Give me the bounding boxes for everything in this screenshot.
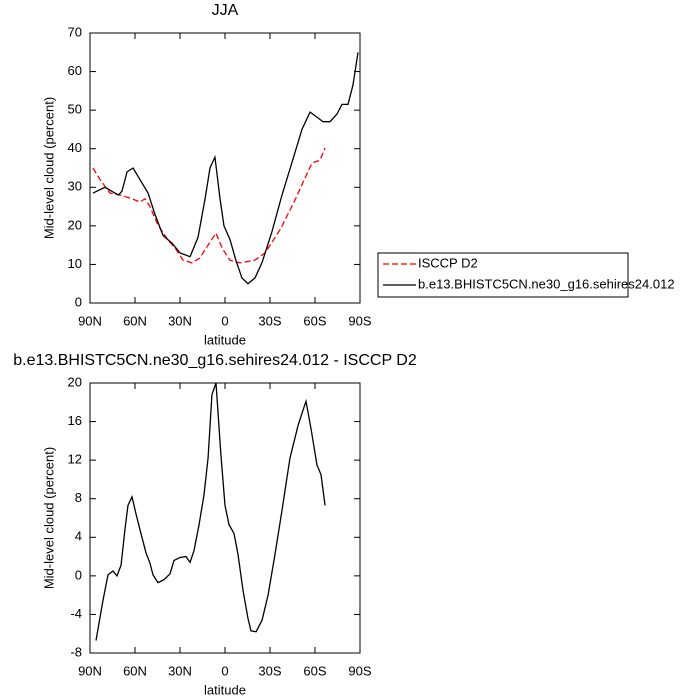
y-tick-label: 40 bbox=[68, 140, 82, 155]
y-tick-label: 20 bbox=[68, 374, 82, 389]
x-tick-label: 90S bbox=[348, 313, 371, 328]
x-tick-label: 90N bbox=[78, 313, 102, 328]
x-axis-label: latitude bbox=[204, 682, 246, 697]
x-tick-label: 60N bbox=[123, 313, 147, 328]
legend-label: ISCCP D2 bbox=[418, 255, 478, 270]
line-series bbox=[92, 52, 359, 285]
x-tick-label: 90N bbox=[78, 663, 102, 678]
line-series bbox=[92, 147, 326, 264]
x-tick-label: 0 bbox=[221, 313, 228, 328]
x-tick-label: 30N bbox=[168, 663, 192, 678]
legend-label: b.e13.BHISTC5CN.ne30_g16.sehires24.012 bbox=[418, 276, 675, 291]
y-tick-label: 50 bbox=[68, 102, 82, 117]
chart-title: JJA bbox=[212, 2, 239, 19]
x-tick-label: 60N bbox=[123, 663, 147, 678]
x-axis-label: latitude bbox=[204, 332, 246, 347]
chart-title: b.e13.BHISTC5CN.ne30_g16.sehires24.012 -… bbox=[13, 352, 417, 369]
y-tick-label: 60 bbox=[68, 63, 82, 78]
x-tick-label: 30N bbox=[168, 313, 192, 328]
y-axis-label: Mid-level cloud (percent) bbox=[41, 447, 56, 589]
y-tick-label: 0 bbox=[75, 567, 82, 582]
y-tick-label: 0 bbox=[75, 294, 82, 309]
x-tick-label: 90S bbox=[348, 663, 371, 678]
y-tick-label: 4 bbox=[75, 529, 82, 544]
y-axis-label: Mid-level cloud (percent) bbox=[41, 97, 56, 239]
x-tick-label: 0 bbox=[221, 663, 228, 678]
y-tick-label: 10 bbox=[68, 256, 82, 271]
y-tick-label: 12 bbox=[68, 452, 82, 467]
x-tick-label: 60S bbox=[303, 663, 326, 678]
x-tick-label: 30S bbox=[258, 663, 281, 678]
y-tick-label: 16 bbox=[68, 413, 82, 428]
x-tick-label: 30S bbox=[258, 313, 281, 328]
y-tick-label: 8 bbox=[75, 490, 82, 505]
y-tick-label: 70 bbox=[68, 24, 82, 39]
legend-box bbox=[377, 252, 629, 298]
y-tick-label: -4 bbox=[70, 606, 82, 621]
y-tick-label: 20 bbox=[68, 217, 82, 232]
line-series bbox=[95, 382, 326, 641]
x-tick-label: 60S bbox=[303, 313, 326, 328]
plot-frame bbox=[89, 32, 361, 304]
y-tick-label: -8 bbox=[70, 644, 82, 659]
y-tick-label: 30 bbox=[68, 179, 82, 194]
plot-frame bbox=[89, 382, 361, 654]
